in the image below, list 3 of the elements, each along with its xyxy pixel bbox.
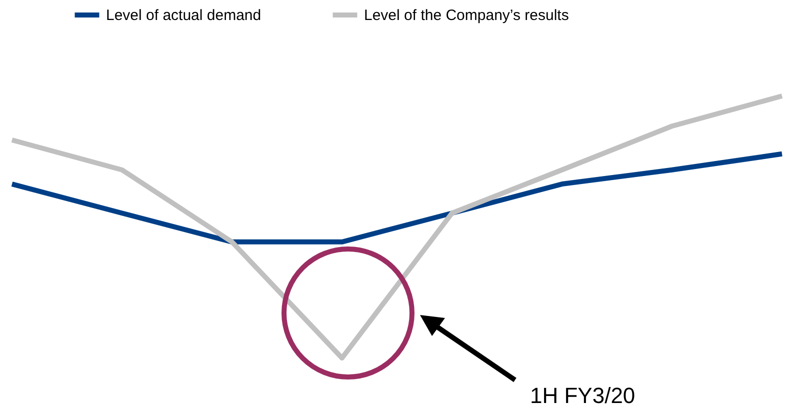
legend-label: Level of actual demand	[106, 7, 262, 24]
text: 1H FY3/20	[530, 383, 636, 409]
legend-label: Level of the Company’s results	[364, 7, 569, 24]
